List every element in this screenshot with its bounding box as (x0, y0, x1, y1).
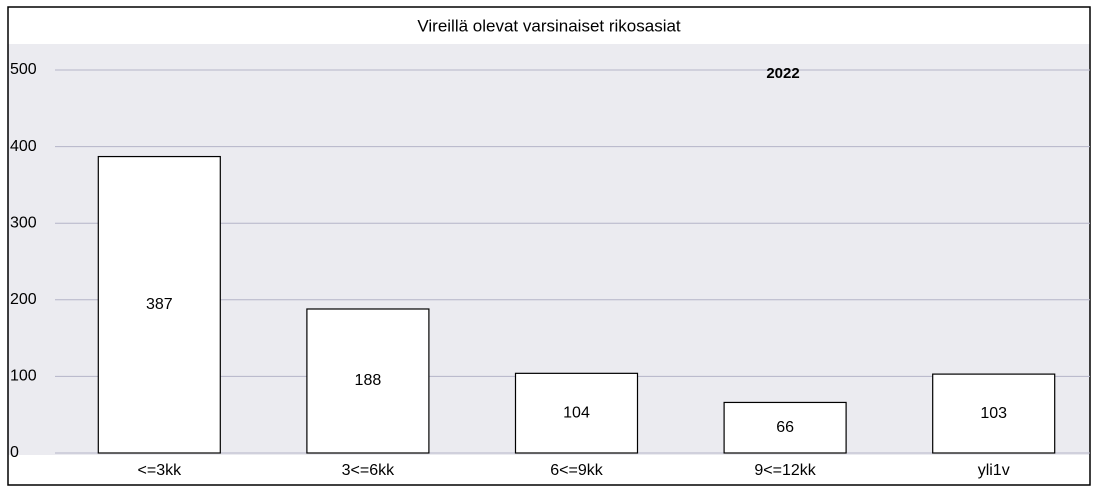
chart-title: Vireillä olevat varsinaiset rikosasiat (417, 16, 681, 35)
y-tick-label: 200 (10, 291, 37, 308)
bar (306, 308, 430, 454)
bar (97, 155, 221, 454)
x-tick-label: yli1v (978, 462, 1010, 479)
value-label: 188 (355, 372, 382, 389)
x-tick-label: 3<=6kk (342, 462, 395, 479)
y-tick-label: 0 (10, 444, 19, 461)
y-tick-label: 500 (10, 61, 37, 78)
frame (7, 6, 1091, 486)
bar (514, 372, 639, 454)
y-tick-label: 100 (10, 368, 37, 385)
y-tick-label: 300 (10, 214, 37, 231)
annotation: 2022 (766, 65, 799, 82)
y-tick-label: 400 (10, 138, 37, 155)
value-label: 387 (146, 296, 173, 313)
value-label: 103 (980, 405, 1007, 422)
value-label: 104 (563, 404, 590, 421)
x-tick-label: 9<=12kk (754, 462, 816, 479)
value-label: 66 (776, 419, 794, 436)
x-tick-label: 6<=9kk (550, 462, 603, 479)
bar (723, 401, 847, 454)
bar (932, 373, 1056, 454)
x-tick-label: <=3kk (138, 462, 183, 479)
